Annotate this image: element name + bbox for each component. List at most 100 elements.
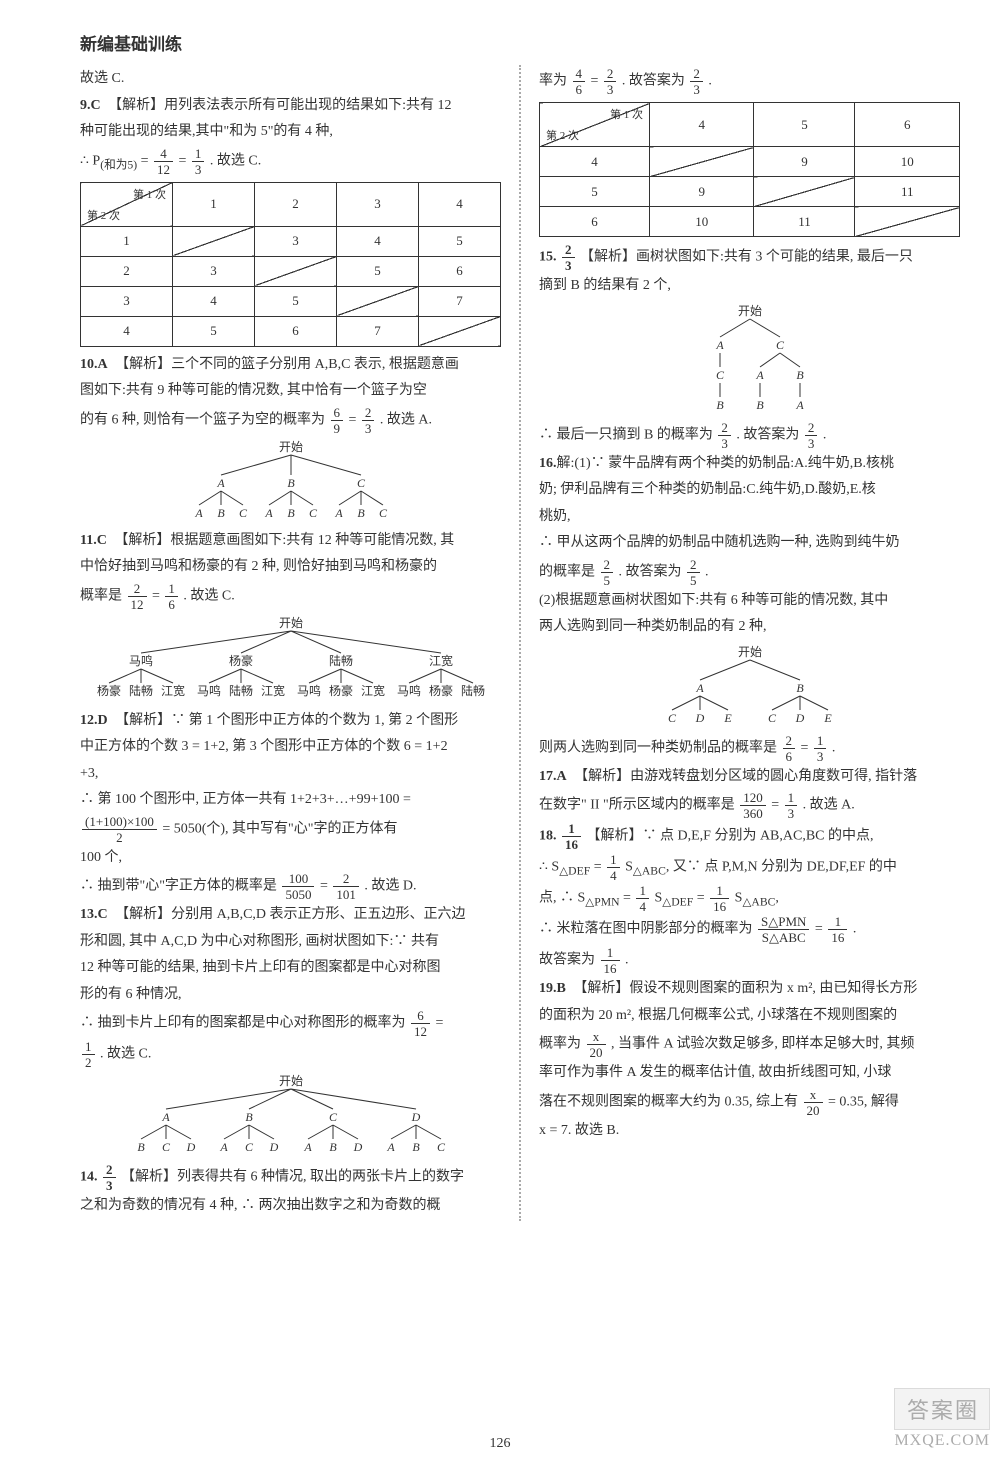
svg-text:B: B [217,506,225,520]
q17-l1: 17.A 【解析】由游戏转盘划分区域的圆心角度数可得, 指针落 [539,765,960,790]
page-number: 126 [490,1436,511,1452]
svg-text:E: E [723,711,732,725]
q14-cont: 率为 46 = 23 . 故答案为 23 . [539,67,960,96]
q19-l3: 概率为 x20 , 当事件 A 试验次数足够多, 即样本足够大时, 其频 [539,1030,960,1059]
svg-text:开始: 开始 [737,304,761,318]
q16-l3: 桃奶, [539,505,960,530]
svg-text:马鸣: 马鸣 [296,683,320,698]
svg-text:开始: 开始 [737,645,761,659]
svg-text:江宽: 江宽 [428,653,452,668]
svg-text:B: B [796,368,804,382]
tree-q13: 开始 ABCDBACDCABDDABC [80,1073,501,1155]
q15-l1: 15. 23 【解析】画树状图如下:共有 3 个可能的结果, 最后一只 [539,243,960,272]
q19-l6: x = 7. 故选 B. [539,1119,960,1144]
svg-text:B: B [287,476,295,490]
svg-text:杨豪: 杨豪 [228,653,252,668]
svg-text:A: A [695,681,704,695]
q16-l2: 奶; 伊利品牌有三个种类的奶制品:C.纯牛奶,D.酸奶,E.核 [539,478,960,503]
q12-l4: ∴ 第 100 个图形中, 正方体一共有 1+2+3+…+99+100 = [80,788,501,813]
svg-text:马鸣: 马鸣 [196,683,220,698]
two-column-layout: 故选 C. 9.C 【解析】用列表法表示所有可能出现的结果如下:共有 12 种可… [80,65,960,1221]
svg-text:A: A [755,368,764,382]
svg-text:D: D [185,1140,195,1154]
svg-text:马鸣: 马鸣 [396,683,420,698]
q15-conc: ∴ 最后一只摘到 B 的概率为 23 . 故答案为 23 . [539,421,960,450]
q18-l1: 18. 116 【解析】∵ 点 D,E,F 分别为 AB,AC,BC 的中点, [539,822,960,851]
svg-text:D: D [268,1140,278,1154]
q13-l3: 12 种等可能的结果, 抽到卡片上印有的图案都是中心对称图 [80,956,501,981]
tree-q16: 开始 A B CDECDE [539,644,960,726]
q10-line2: 图如下:共有 9 种等可能的情况数, 其中恰有一个篮子为空 [80,379,501,404]
q12-l3: +3, [80,762,501,787]
tree-q11: 开始 马鸣杨豪陆畅江宽杨豪马鸣陆畅江宽陆畅马鸣杨豪江宽江宽马鸣杨豪陆畅 [80,615,501,701]
pre-q9: 故选 C. [80,67,501,92]
svg-text:B: B [756,398,764,412]
svg-text:B: B [287,506,295,520]
q11-line3: 概率是 212 = 16 . 故选 C. [80,582,501,611]
q18-l2: ∴ S△DEF = 14 S△ABC, 又∵ 点 P,M,N 分别为 DE,DF… [539,853,960,882]
svg-text:A: A [194,506,203,520]
svg-text:C: C [244,1140,253,1154]
svg-text:D: D [352,1140,362,1154]
q13-l5: ∴ 抽到卡片上印有的图案都是中心对称图形的概率为 612 = [80,1009,501,1038]
watermark: 答案圈 MXQE.COM [894,1388,990,1450]
table-q9: 第 1 次第 2 次 1234 1345 2356 3457 4567 [80,182,501,347]
q16-l6: (2)根据题意画树状图如下:共有 6 种等可能的情况数, 其中 [539,589,960,614]
column-divider [519,65,521,1221]
svg-text:A: A [264,506,273,520]
q9-eq: ∴ P(和为5) = 412 = 13 . 故选 C. [80,147,501,176]
q16-l1: 16.解:(1)∵ 蒙牛品牌有两个种类的奶制品:A.纯牛奶,B.核桃 [539,452,960,477]
tree-q10: 开始 A B C ABCABCABC [80,439,501,521]
q13-l6: 12 . 故选 C. [80,1040,501,1069]
svg-text:陆畅: 陆畅 [328,653,352,668]
q9-line2: 种可能出现的结果,其中"和为 5"的有 4 种, [80,120,501,145]
q18-l5: 故答案为 116 . [539,946,960,975]
q10-line1: 10.A 【解析】三个不同的篮子分别用 A,B,C 表示, 根据题意画 [80,353,501,378]
svg-text:D: D [694,711,704,725]
q11-line1: 11.C 【解析】根据题意画图如下:共有 12 种等可能情况数, 其 [80,529,501,554]
svg-text:C: C [356,476,365,490]
svg-text:B: B [329,1140,337,1154]
svg-text:C: C [238,506,247,520]
q12-l5: (1+100)×1002 = 5050(个), 其中写有"心"字的正方体有 [80,815,501,844]
svg-text:A: A [303,1140,312,1154]
svg-text:D: D [794,711,804,725]
svg-text:E: E [823,711,832,725]
q19-l2: 的面积为 20 m², 根据几何概率公式, 小球落在不规则图案的 [539,1004,960,1029]
svg-text:C: C [378,506,387,520]
svg-text:C: C [775,338,784,352]
svg-text:陆畅: 陆畅 [228,683,252,698]
svg-text:C: C [308,506,317,520]
svg-text:江宽: 江宽 [260,683,284,698]
svg-text:C: C [715,368,724,382]
watermark-bottom: MXQE.COM [894,1432,990,1450]
left-column: 故选 C. 9.C 【解析】用列表法表示所有可能出现的结果如下:共有 12 种可… [80,65,501,1221]
q16-l5: 的概率是 25 . 故答案为 25 . [539,558,960,587]
svg-text:A: A [161,1110,170,1124]
svg-text:C: C [767,711,776,725]
svg-text:B: B [796,681,804,695]
q19-l4: 率可作为事件 A 发生的概率估计值, 故由折线图可知, 小球 [539,1061,960,1086]
q9-line1: 9.C 【解析】用列表法表示所有可能出现的结果如下:共有 12 [80,94,501,119]
right-column: 率为 46 = 23 . 故答案为 23 . 第 1 次第 2 次 456 49… [539,65,960,1221]
svg-text:B: B [716,398,724,412]
svg-text:D: D [410,1110,420,1124]
q15-l2: 摘到 B 的结果有 2 个, [539,274,960,299]
q11-line2: 中恰好抽到马鸣和杨豪的有 2 种, 则恰好抽到马鸣和杨豪的 [80,555,501,580]
svg-text:A: A [334,506,343,520]
q16-l7: 两人选购到同一种类奶制品的有 2 种, [539,615,960,640]
svg-text:A: A [715,338,724,352]
svg-text:马鸣: 马鸣 [128,653,152,668]
q18-l4: ∴ 米粒落在图中阴影部分的概率为 S△PMNS△ABC = 116 . [539,915,960,944]
svg-text:A: A [219,1140,228,1154]
svg-text:杨豪: 杨豪 [428,683,452,698]
svg-text:江宽: 江宽 [160,683,184,698]
svg-text:开始: 开始 [278,440,302,454]
svg-text:开始: 开始 [278,616,302,630]
q12-l1: 12.D 【解析】∵ 第 1 个图形中正方体的个数为 1, 第 2 个图形 [80,709,501,734]
q13-l1: 13.C 【解析】分别用 A,B,C,D 表示正方形、正五边形、正六边 [80,903,501,928]
svg-text:C: C [161,1140,170,1154]
watermark-top: 答案圈 [894,1388,990,1430]
q18-l3: 点, ∴ S△PMN = 14 S△DEF = 116 S△ABC, [539,884,960,913]
svg-text:C: C [328,1110,337,1124]
